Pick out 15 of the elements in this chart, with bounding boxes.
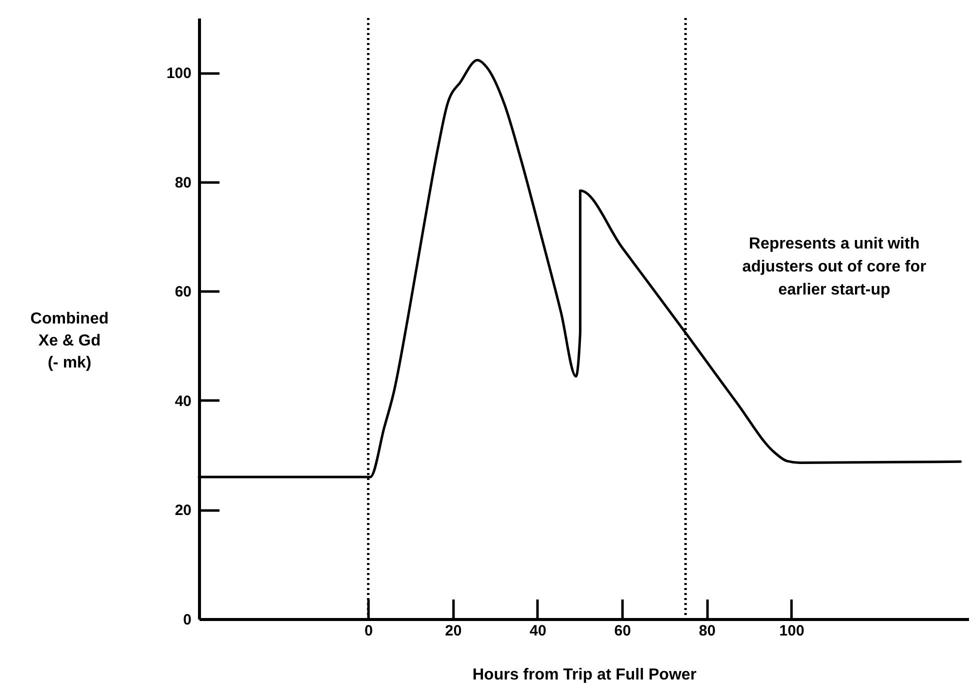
x-tick-label: 60: [614, 622, 631, 640]
x-tick-label: 80: [698, 622, 716, 640]
x-tick-label: 20: [445, 622, 462, 640]
y-tick-label: 100: [166, 65, 192, 82]
y-tick-label: 40: [174, 392, 192, 410]
y-tick-label: 80: [174, 174, 192, 192]
y-tick-label: 20: [174, 502, 192, 520]
x-axis-title: Hours from Trip at Full Power: [472, 666, 697, 684]
annotation: Represents a unit with adjusters out of core for earlier start-up: [742, 235, 926, 298]
y-tick-label: 0: [183, 612, 192, 628]
x-tick-label: 100: [779, 622, 804, 640]
y-axis-title: Combined Xe & Gd (- mk): [30, 310, 109, 372]
x-tick-label: 0: [364, 622, 373, 640]
x-tick-label: 40: [530, 622, 546, 640]
y-tick-label: 60: [174, 284, 192, 301]
